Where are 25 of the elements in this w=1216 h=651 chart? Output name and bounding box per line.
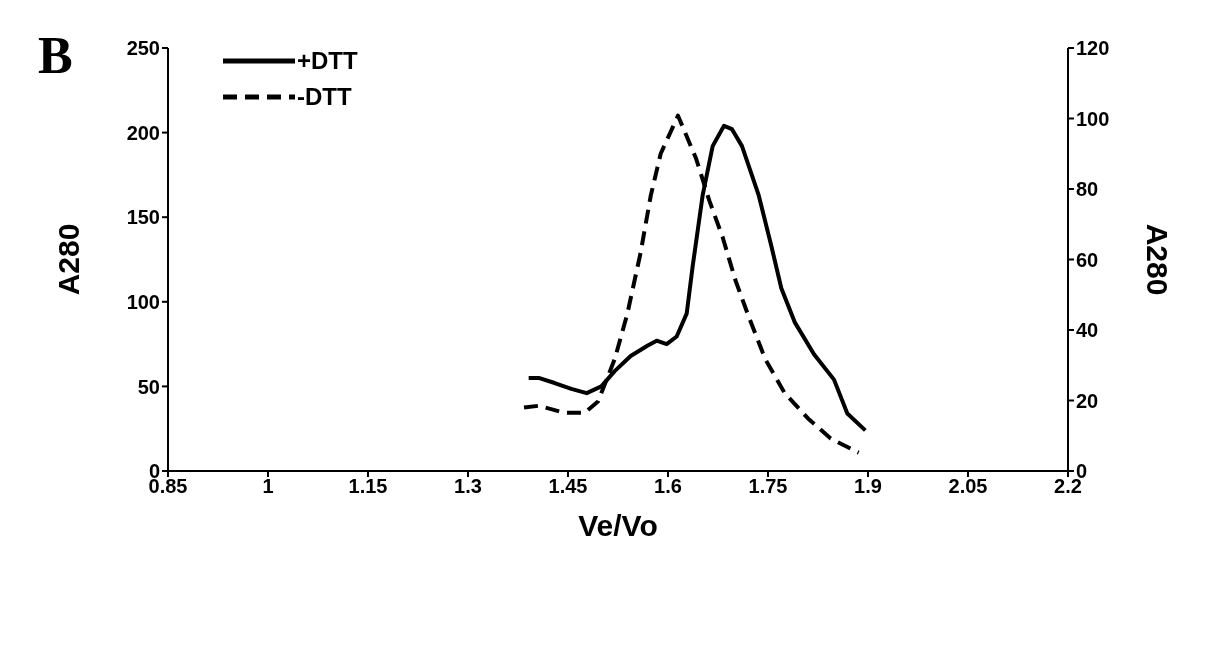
text: B [38, 26, 73, 85]
x-tick-label: 1.9 [854, 475, 882, 498]
x-tick-label: 1.3 [454, 475, 482, 498]
y-tick-label: 50 [137, 375, 160, 398]
y-tick-label: 250 [126, 37, 160, 60]
x-tick-label: 2.05 [948, 475, 988, 498]
y2-tick-label: 100 [1076, 107, 1110, 130]
x-tick-label: 1.75 [748, 475, 788, 498]
legend-label: -DTT [297, 83, 352, 111]
y2-tick-label: 120 [1076, 37, 1110, 60]
y2-tick-label: 60 [1076, 248, 1099, 271]
y-tick-label: 100 [126, 290, 160, 313]
x-tick-label: 1.45 [548, 475, 588, 498]
x-tick-label: 1 [262, 475, 274, 498]
y2-axis-title: A280 [1141, 223, 1175, 296]
y2-tick-label: 40 [1076, 319, 1099, 342]
x-tick-label: 1.15 [348, 475, 388, 498]
y-axis-title: A280 [51, 223, 85, 296]
y-tick-label: 200 [126, 121, 160, 144]
y2-tick-label: 80 [1076, 178, 1099, 201]
x-tick-label: 1.6 [654, 475, 682, 498]
x-axis-title: Ve/Vo [578, 509, 658, 542]
y2-tick-label: 20 [1076, 389, 1099, 412]
legend-label: +DTT [297, 47, 358, 75]
y-tick-label: 150 [126, 206, 160, 229]
